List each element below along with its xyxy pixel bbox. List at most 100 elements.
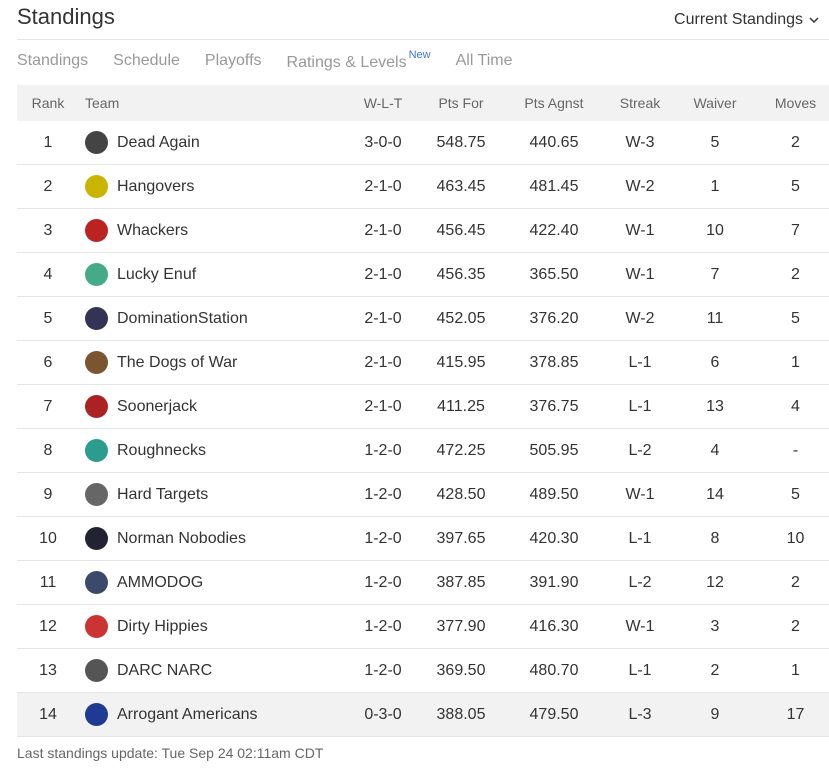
cell: 1 (668, 164, 762, 209)
team-cell: Whackers (79, 208, 340, 253)
page-title: Standings (17, 4, 115, 29)
new-badge: New (408, 49, 431, 61)
cell: 378.85 (496, 340, 612, 385)
tab[interactable]: All Time (456, 52, 513, 72)
cell: 4 (17, 252, 79, 297)
cell: 6 (668, 340, 762, 385)
cell: 11 (668, 296, 762, 341)
team-cell: DominationStation (79, 296, 340, 341)
cell: 463.45 (426, 164, 496, 209)
standings-dropdown[interactable]: Current Standings (674, 11, 819, 29)
column-header: Waiver (668, 85, 762, 121)
team-name[interactable]: Hard Targets (117, 485, 209, 503)
cell: 7 (762, 208, 829, 253)
tab[interactable]: Ratings & Levels New (286, 49, 431, 72)
standings-row: 11 AMMODOG 1-2-0 387.85 391.90 L-2 12 2 (17, 560, 829, 605)
team-name[interactable]: Arrogant Americans (117, 705, 258, 723)
team-name[interactable]: DominationStation (117, 309, 248, 327)
tab-label: All Time (455, 52, 513, 69)
team-wrap: Whackers (85, 219, 340, 242)
team-cell: Arrogant Americans (79, 692, 340, 737)
team-name[interactable]: Whackers (117, 221, 189, 239)
team-name[interactable]: Lucky Enuf (117, 265, 197, 283)
team-logo (85, 703, 108, 726)
team-logo (85, 439, 108, 462)
cell: W-2 (612, 164, 668, 209)
cell: 1-2-0 (340, 560, 426, 605)
team-logo (85, 175, 108, 198)
team-name[interactable]: Soonerjack (117, 397, 198, 415)
team-name[interactable]: Norman Nobodies (117, 529, 246, 547)
tab-label: Ratings & Levels (286, 54, 407, 72)
team-wrap: Norman Nobodies (85, 527, 340, 550)
cell: 5 (762, 296, 829, 341)
cell: 2-1-0 (340, 164, 426, 209)
chevron-icon (809, 17, 819, 24)
cell: 10 (668, 208, 762, 253)
team-name[interactable]: Hangovers (117, 177, 195, 195)
tab-label: Playoffs (204, 52, 262, 69)
cell: 2-1-0 (340, 252, 426, 297)
cell: 456.35 (426, 252, 496, 297)
cell: 8 (668, 516, 762, 561)
team-cell: AMMODOG (79, 560, 340, 605)
cell: 3 (668, 604, 762, 649)
standings-row: 9 Hard Targets 1-2-0 428.50 489.50 W-1 14 5 (17, 472, 829, 517)
standings-row: 3 Whackers 2-1-0 456.45 422.40 W-1 10 7 (17, 208, 829, 253)
cell: 440.65 (496, 121, 612, 165)
cell: 1 (17, 121, 79, 165)
team-logo (85, 483, 108, 506)
cell: 397.65 (426, 516, 496, 561)
cell: 1-2-0 (340, 648, 426, 693)
tab-label: Standings (17, 52, 89, 69)
tab[interactable]: Schedule (113, 52, 180, 72)
team-logo (85, 395, 108, 418)
standings-row: 7 Soonerjack 2-1-0 411.25 376.75 L-1 13 4 (17, 384, 829, 429)
cell: L-1 (612, 516, 668, 561)
cell: 2 (762, 121, 829, 165)
table-body: 1 Dead Again 3-0-0 548.75 440.65 W-3 5 2 2 Hangov… (17, 121, 829, 737)
team-cell: Norman Nobodies (79, 516, 340, 561)
team-wrap: Dead Again (85, 131, 340, 154)
cell: 479.50 (496, 692, 612, 737)
tab[interactable]: Playoffs (205, 52, 262, 72)
footer-note: Last standings update: Tue Sep 24 02:11a… (17, 745, 324, 761)
standings-row: 5 DominationStation 2-1-0 452.05 376.20 W-2 11… (17, 296, 829, 341)
cell: 2 (762, 252, 829, 297)
cell: 5 (668, 121, 762, 165)
cell: 1 (762, 648, 829, 693)
team-name[interactable]: Dirty Hippies (117, 617, 208, 635)
cell: 2-1-0 (340, 296, 426, 341)
tab[interactable]: Standings (17, 52, 88, 72)
team-name[interactable]: Dead Again (117, 133, 200, 151)
cell: 14 (668, 472, 762, 517)
team-cell: Hard Targets (79, 472, 340, 517)
team-name[interactable]: DARC NARC (117, 661, 213, 679)
team-name[interactable]: The Dogs of War (117, 353, 238, 371)
cell: L-2 (612, 560, 668, 605)
column-header: Pts For (426, 85, 496, 121)
cell: 13 (17, 648, 79, 693)
cell: 2-1-0 (340, 340, 426, 385)
team-name[interactable]: AMMODOG (117, 573, 204, 591)
cell: 456.45 (426, 208, 496, 253)
standings-row: 1 Dead Again 3-0-0 548.75 440.65 W-3 5 2 (17, 121, 829, 165)
team-logo (85, 131, 108, 154)
cell: 377.90 (426, 604, 496, 649)
team-name[interactable]: Roughnecks (117, 441, 206, 459)
standings-row: 4 Lucky Enuf 2-1-0 456.35 365.50 W-1 7 2 (17, 252, 829, 297)
team-wrap: Hangovers (85, 175, 340, 198)
cell: 1-2-0 (340, 428, 426, 473)
cell: W-1 (612, 208, 668, 253)
cell: 369.50 (426, 648, 496, 693)
cell: W-2 (612, 296, 668, 341)
team-cell: The Dogs of War (79, 340, 340, 385)
team-logo (85, 219, 108, 242)
cell: 472.25 (426, 428, 496, 473)
divider (17, 39, 829, 40)
cell: 480.70 (496, 648, 612, 693)
tab-bar: Standings Schedule Playoffs Ratings & Level… (17, 49, 513, 72)
team-wrap: DominationStation (85, 307, 340, 330)
cell: 12 (17, 604, 79, 649)
